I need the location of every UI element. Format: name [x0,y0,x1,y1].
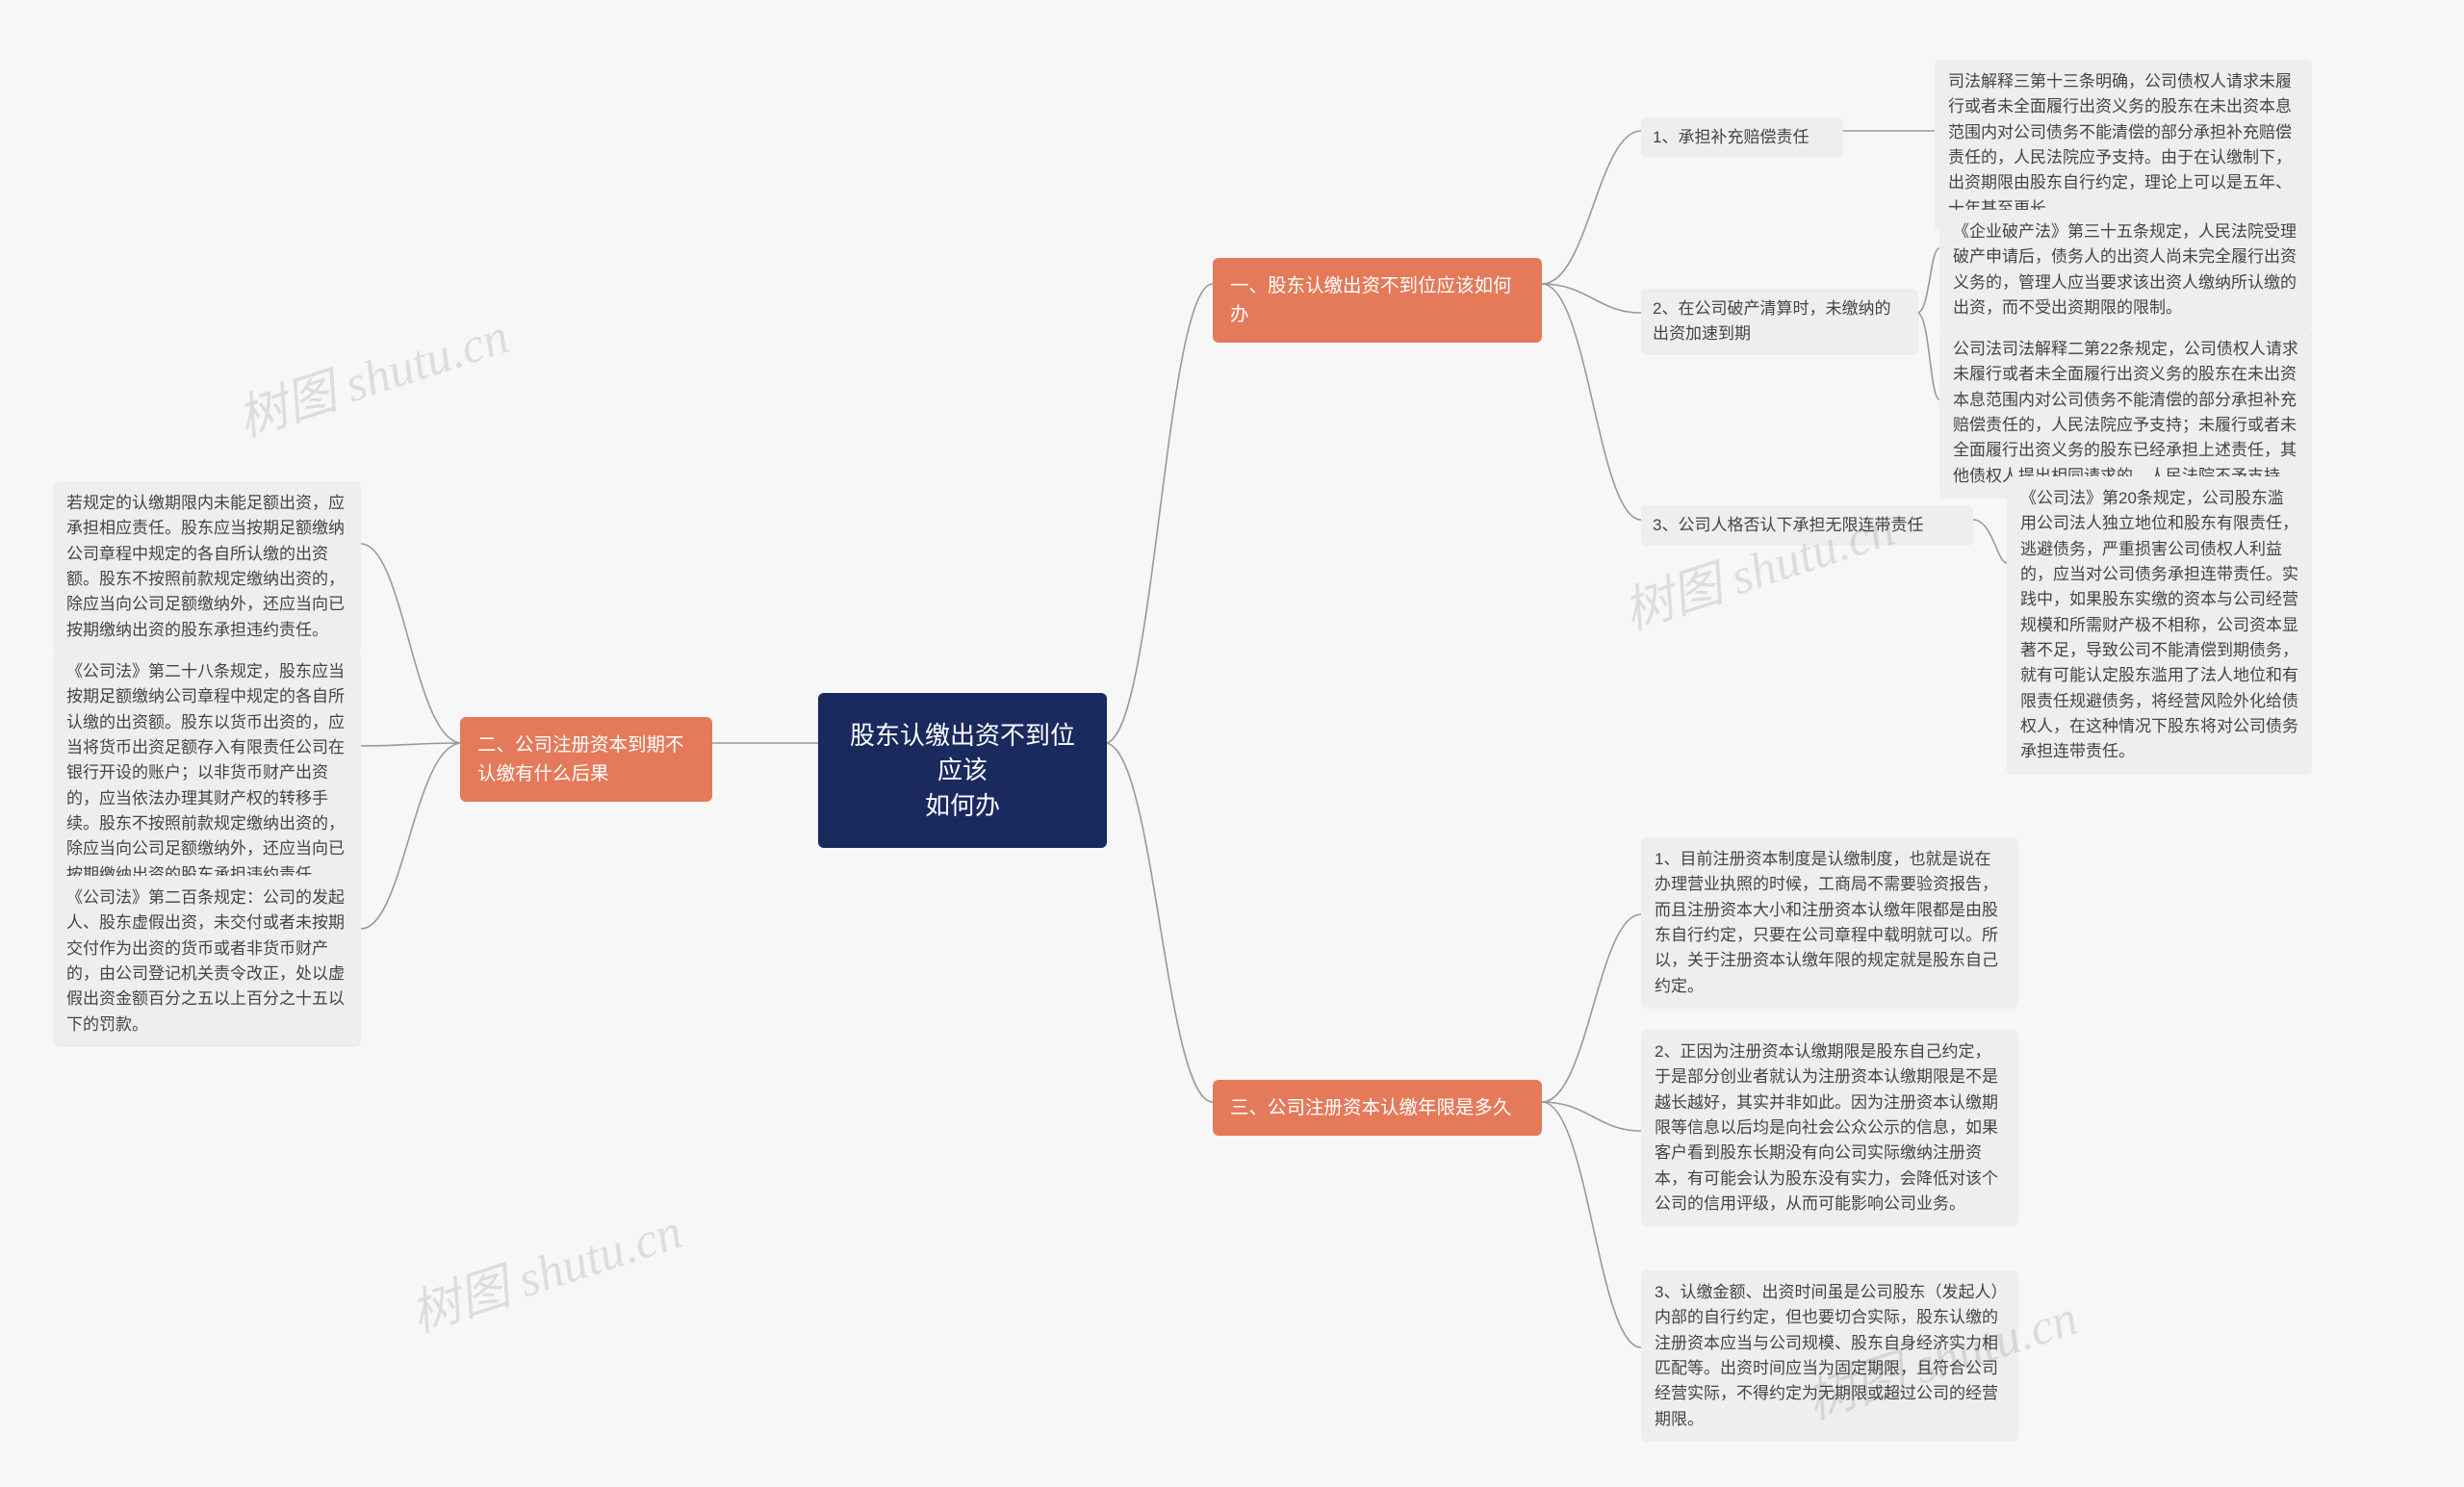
branch-1-sub-1-leaf: 司法解释三第十三条明确，公司债权人请求未履行或者未全面履行出资义务的股东在未出资… [1935,60,2312,231]
branch-1-sub-1-leaf-text: 司法解释三第十三条明确，公司债权人请求未履行或者未全面履行出资义务的股东在未出资… [1948,72,2292,218]
branch-1-label: 一、股东认缴出资不到位应该如何办 [1230,275,1512,325]
branch-3[interactable]: 三、公司注册资本认缴年限是多久 [1213,1080,1542,1136]
branch-1-sub-2-leaf-a-text: 《企业破产法》第三十五条规定，人民法院受理破产申请后，债务人的出资人尚未完全履行… [1953,222,2297,317]
root-node[interactable]: 股东认缴出资不到位应该 如何办 [818,693,1107,848]
branch-2-leaf-3-text: 《公司法》第二百条规定：公司的发起人、股东虚假出资，未交付或者未按期交付作为出资… [66,888,345,1034]
branch-1-sub-2-leaf-b: 公司法司法解释二第22条规定，公司债权人请求未履行或者未全面履行出资义务的股东在… [1939,327,2312,499]
branch-2-leaf-1-text: 若规定的认缴期限内未能足额出资，应承担相应责任。股东应当按期足额缴纳公司章程中规… [66,494,345,639]
branch-1-sub-2-leaf-a: 《企业破产法》第三十五条规定，人民法院受理破产申请后，债务人的出资人尚未完全履行… [1939,210,2312,330]
root-line2: 如何办 [925,791,1000,820]
branch-1-sub-3-leaf: 《公司法》第20条规定，公司股东滥用公司法人独立地位和股东有限责任，逃避债务，严… [2007,476,2312,775]
branch-1-sub-3-label: 3、公司人格否认下承担无限连带责任 [1653,516,1923,534]
branch-3-leaf-3: 3、认缴金额、出资时间虽是公司股东（发起人）内部的自行约定，但也要切合实际，股东… [1641,1270,2018,1442]
branch-1-sub-1-label: 1、承担补充赔偿责任 [1653,128,1809,146]
branch-3-leaf-1: 1、目前注册资本制度是认缴制度，也就是说在办理营业执照的时候，工商局不需要验资报… [1641,837,2018,1009]
branch-2-leaf-1: 若规定的认缴期限内未能足额出资，应承担相应责任。股东应当按期足额缴纳公司章程中规… [53,481,361,653]
branch-1-sub-3[interactable]: 3、公司人格否认下承担无限连带责任 [1641,505,1973,546]
branch-1-sub-2-leaf-b-text: 公司法司法解释二第22条规定，公司债权人请求未履行或者未全面履行出资义务的股东在… [1953,340,2298,485]
branch-3-leaf-1-text: 1、目前注册资本制度是认缴制度，也就是说在办理营业执照的时候，工商局不需要验资报… [1655,850,1998,995]
branch-1-sub-1[interactable]: 1、承担补充赔偿责任 [1641,117,1843,158]
branch-1-sub-3-leaf-text: 《公司法》第20条规定，公司股东滥用公司法人独立地位和股东有限责任，逃避债务，严… [2020,489,2298,760]
root-line1: 股东认缴出资不到位应该 [850,721,1075,784]
branch-2-leaf-2-text: 《公司法》第二十八条规定，股东应当按期足额缴纳公司章程中规定的各自所认缴的出资额… [66,662,345,884]
branch-1-sub-2[interactable]: 2、在公司破产清算时，未缴纳的出资加速到期 [1641,289,1918,355]
branch-3-leaf-2-text: 2、正因为注册资本认缴期限是股东自己约定，于是部分创业者就认为注册资本认缴期限是… [1655,1042,1998,1213]
branch-2-leaf-2: 《公司法》第二十八条规定，股东应当按期足额缴纳公司章程中规定的各自所认缴的出资额… [53,650,361,897]
branch-3-label: 三、公司注册资本认缴年限是多久 [1230,1097,1512,1118]
branch-2-label: 二、公司注册资本到期不认缴有什么后果 [477,734,684,784]
branch-3-leaf-2: 2、正因为注册资本认缴期限是股东自己约定，于是部分创业者就认为注册资本认缴期限是… [1641,1030,2018,1226]
branch-2[interactable]: 二、公司注册资本到期不认缴有什么后果 [460,717,712,802]
branch-3-leaf-3-text: 3、认缴金额、出资时间虽是公司股东（发起人）内部的自行约定，但也要切合实际，股东… [1655,1283,1999,1428]
branch-1-sub-2-label: 2、在公司破产清算时，未缴纳的出资加速到期 [1653,299,1890,343]
branch-1[interactable]: 一、股东认缴出资不到位应该如何办 [1213,258,1542,343]
branch-2-leaf-3: 《公司法》第二百条规定：公司的发起人、股东虚假出资，未交付或者未按期交付作为出资… [53,876,361,1047]
